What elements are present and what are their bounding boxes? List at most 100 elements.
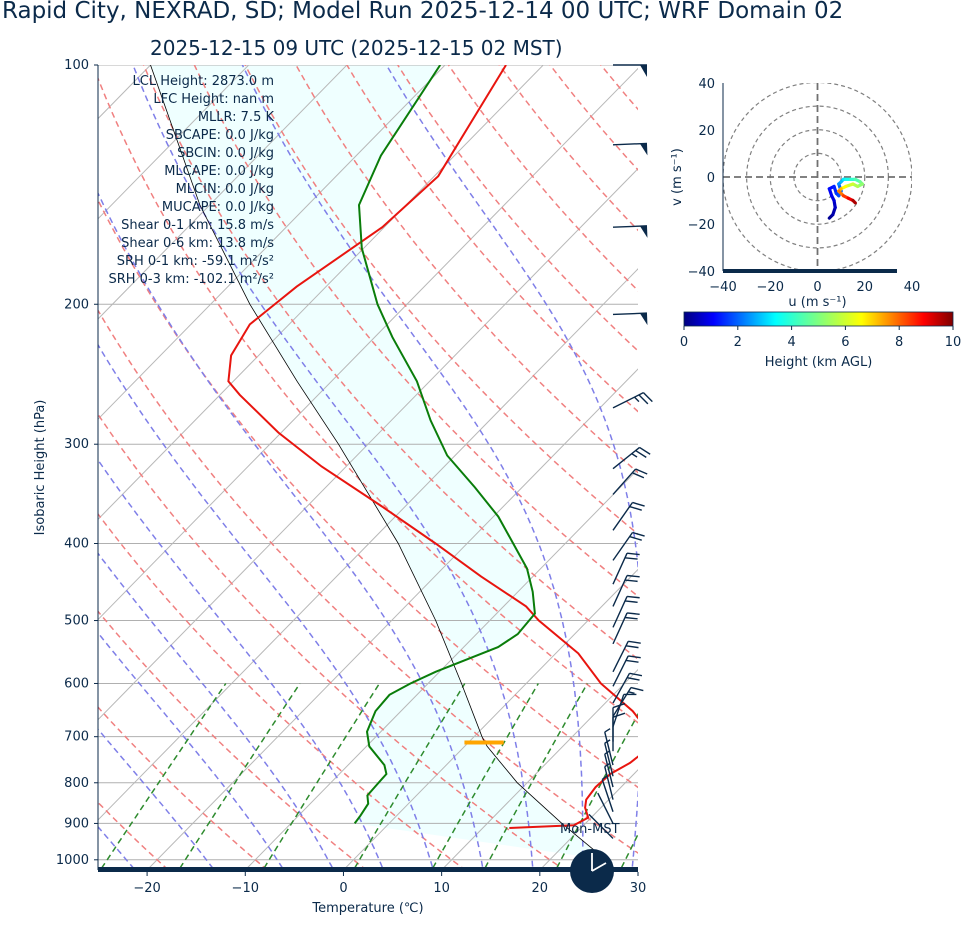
barb-shaft — [604, 766, 614, 800]
wind-barb — [612, 142, 648, 156]
wind-barb — [612, 446, 651, 470]
isotherm-line — [98, 65, 544, 521]
barb-shaft — [612, 655, 629, 687]
stat-mlcin: MLCIN: 0.0 J/kg — [175, 182, 274, 197]
isotherm-line — [98, 268, 638, 821]
moist-adiabat-line — [98, 458, 385, 870]
barb-full — [626, 677, 640, 681]
wind-barb — [612, 574, 640, 607]
barb-full — [630, 686, 644, 692]
moist-adiabat-line — [98, 552, 335, 870]
y-tick-label: 200 — [64, 297, 89, 312]
wind-barb — [612, 640, 641, 673]
stat-lcl-height: LCL Height: 2873.0 m — [132, 74, 274, 89]
y-tick-label: 600 — [64, 676, 89, 691]
dry-adiabat-line — [687, 47, 961, 876]
stat-shear-0-1km: Shear 0-1 km: 15.8 m/s — [121, 218, 274, 233]
barb-half — [631, 453, 638, 458]
mixing-ratio-line — [483, 683, 589, 870]
isotherm-line — [98, 65, 446, 420]
stat-srh-0-1km: SRH 0-1 km: -59.1 m²/s² — [116, 254, 274, 269]
hodo-x-tick-label: 40 — [904, 280, 921, 295]
barb-shaft — [612, 612, 628, 645]
hodograph-segment — [851, 198, 857, 205]
isotherm-line — [98, 65, 250, 220]
x-axis-bar — [98, 867, 638, 872]
hodo-x-tick-label: 20 — [856, 280, 873, 295]
barb-half — [604, 750, 611, 755]
barb-full — [612, 702, 626, 709]
dry-adiabats — [98, 47, 961, 876]
barb-shaft — [612, 694, 625, 727]
y-tick-label: 900 — [64, 816, 89, 831]
dry-adiabat-line — [98, 308, 638, 854]
dry-adiabat-line — [98, 412, 566, 870]
sounding-stats: LCL Height: 2873.0 m LFC Height: nan m M… — [104, 73, 274, 289]
barb-half — [628, 691, 635, 694]
isotherm-line — [244, 468, 638, 870]
stat-lfc-height: LFC Height: nan m — [153, 92, 274, 107]
wind-barb — [588, 813, 614, 839]
moist-adiabat-line — [98, 191, 484, 870]
height-colorbar: 0 2 4 6 8 10 Height (km AGL) — [680, 311, 961, 370]
dry-adiabat-line — [98, 76, 638, 724]
mixing-ratio-line — [554, 712, 638, 870]
barb-full — [624, 557, 638, 560]
colorbar-tick-label: 4 — [787, 335, 795, 350]
colorbar-tick-label: 10 — [945, 335, 961, 350]
barb-full — [638, 394, 649, 405]
hodo-x-tick-label: −20 — [757, 280, 784, 295]
barb-full — [629, 505, 642, 511]
y-tick-label: 400 — [64, 537, 89, 552]
wind-barb — [601, 775, 614, 812]
barb-shaft — [612, 468, 637, 495]
isotherm-line — [98, 65, 348, 320]
barb-full — [628, 655, 641, 659]
wind-barb — [612, 531, 645, 561]
isotherm-line — [98, 67, 638, 621]
barb-full — [642, 392, 653, 403]
mixing-ratio-line — [619, 832, 638, 870]
barb-full — [629, 672, 643, 677]
colorbar-gradient — [683, 311, 954, 327]
parcel-shaded-area — [98, 65, 606, 860]
barb-half — [601, 775, 608, 781]
parcel-line — [150, 65, 607, 861]
wind-barb — [612, 392, 653, 409]
hodo-y-tick-label: 40 — [698, 77, 715, 92]
moist-adiabats — [98, 65, 638, 870]
hodo-y-tick-label: −20 — [688, 218, 715, 233]
dry-adiabat-line — [837, 47, 961, 876]
parcel-path — [150, 65, 607, 861]
y-tick-label: 100 — [64, 58, 89, 73]
barb-half — [604, 762, 611, 768]
hodo-y-tick-label: −40 — [688, 265, 715, 280]
figure-title: Rapid City, NEXRAD, SD; Model Run 2025-1… — [2, 0, 844, 24]
barb-shaft — [612, 575, 628, 607]
wind-barb — [612, 612, 640, 645]
moist-adiabat-line — [98, 343, 435, 870]
wind-barb — [612, 672, 643, 704]
dry-adiabat-line — [244, 65, 638, 536]
wind-barb — [604, 728, 614, 766]
hodo-y-axis-label: v (m s⁻¹) — [670, 148, 685, 206]
barb-full — [635, 449, 647, 458]
barb-full — [626, 574, 640, 578]
wind-barb — [604, 739, 614, 777]
isotherm-line — [342, 568, 638, 870]
moist-adiabat-line — [98, 728, 216, 870]
barb-shaft — [612, 687, 632, 717]
barb-full — [628, 640, 641, 644]
y-tick-label: 800 — [64, 776, 89, 791]
hodo-x-axis-label: u (m s⁻¹) — [788, 295, 846, 310]
barb-shaft — [604, 743, 614, 777]
barb-full — [626, 612, 640, 615]
dry-adiabat-line — [98, 801, 170, 870]
clock-icon — [570, 849, 614, 893]
dewpoint-line — [353, 65, 536, 824]
barb-full — [612, 712, 626, 718]
wind-barbs — [588, 64, 653, 839]
barb-full — [626, 595, 640, 599]
clock-label: Mon-MST — [560, 822, 620, 837]
